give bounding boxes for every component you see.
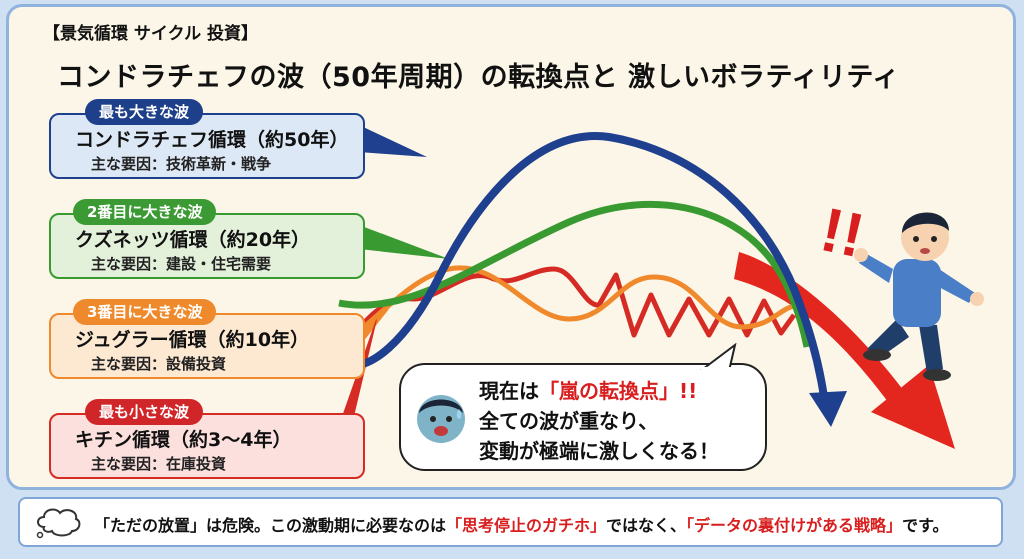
kicker: 【景気循環 サイクル 投資】: [43, 24, 258, 44]
cycle-name: クズネッツ循環（約20年）: [75, 229, 311, 251]
bubble-line-1: 現在は「嵐の転換点」!!: [479, 379, 698, 403]
cycle-factor: 主な要因：建設・住宅需要: [91, 255, 272, 273]
cycle-name: キチン循環（約3〜4年）: [75, 429, 292, 451]
kuznets-pointer: [359, 225, 449, 259]
tag-kondratiev: 最も大きな波: [85, 99, 204, 125]
bubble-tail: [700, 343, 737, 373]
crash-arrow-body: [734, 252, 914, 417]
card-kitchin: キチン循環（約3〜4年） 主な要因：在庫投資: [49, 413, 365, 479]
tag-kuznets: 2番目に大きな波: [73, 199, 217, 225]
page-title: コンドラチェフの波（50年周期）の転換点と 激しいボラティリティ: [57, 62, 900, 93]
main-panel: 【景気循環 サイクル 投資】 コンドラチェフの波（50年周期）の転換点と 激しい…: [6, 4, 1016, 490]
tag-kitchin: 最も小さな波: [85, 399, 204, 425]
kondratiev-arrow-head: [809, 391, 847, 427]
cycle-factor: 主な要因：在庫投資: [91, 455, 227, 473]
kondratiev-wave: [337, 132, 828, 398]
juglar-wave: [345, 265, 800, 343]
cycle-factor: 主な要因：設備投資: [91, 355, 227, 373]
crash-arrow-head: [871, 365, 955, 449]
kondratiev-pointer: [359, 125, 427, 157]
falling-man-illustration: [854, 212, 984, 381]
card-kondratiev: コンドラチェフ循環（約50年） 主な要因：技術革新・戦争: [49, 113, 365, 179]
tag-juglar: 3番目に大きな波: [73, 299, 217, 325]
worried-face-icon: [417, 395, 465, 443]
waves-diagram: !!: [337, 125, 984, 449]
kitchin-wave: [350, 266, 797, 339]
footer-text: 「ただの放置」は危険。この激動期に必要なのは「思考停止のガチホ」ではなく、「デー…: [94, 516, 949, 535]
cycle-factor: 主な要因：技術革新・戦争: [91, 155, 272, 173]
cycle-name: コンドラチェフ循環（約50年）: [75, 129, 349, 151]
bubble-line-2: 全ての波が重なり、: [479, 409, 659, 433]
cycle-name: ジュグラー循環（約10年）: [75, 329, 310, 351]
thought-cloud-icon: [36, 508, 81, 539]
speech-bubble: 現在は「嵐の転換点」!! 全ての波が重なり、 変動が極端に激しくなる！: [399, 363, 767, 471]
footer-note: 「ただの放置」は危険。この激動期に必要なのは「思考停止のガチホ」ではなく、「デー…: [18, 497, 1003, 547]
bubble-line-3: 変動が極端に激しくなる！: [479, 439, 719, 463]
